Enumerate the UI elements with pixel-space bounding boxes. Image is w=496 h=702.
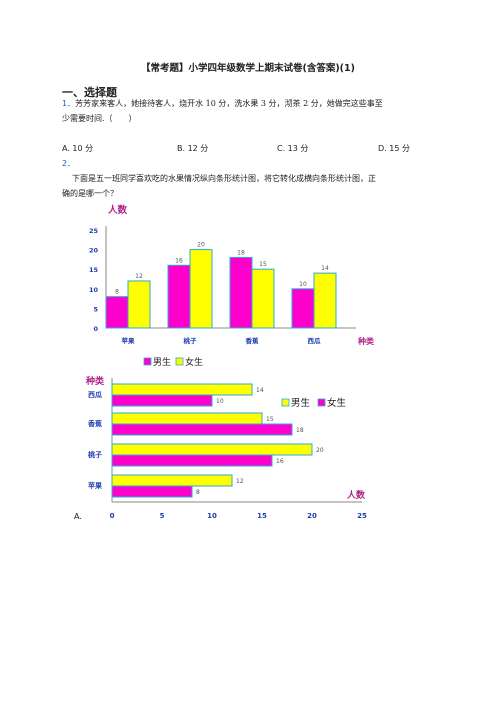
- bar-女生-西瓜: [111, 383, 253, 396]
- data-label: 12: [236, 478, 244, 485]
- y-category-label: 桃子: [88, 450, 102, 459]
- data-label: 10: [216, 398, 224, 405]
- data-label: 8: [196, 489, 200, 496]
- data-label: 16: [175, 257, 183, 264]
- legend-label: 男生: [291, 397, 311, 409]
- legend-label: 女生: [185, 356, 203, 368]
- y-category-label: 香蕉: [87, 419, 102, 428]
- option-d: D. 15 分: [378, 144, 410, 153]
- x-category-label: 桃子: [184, 336, 198, 345]
- y-category-label: 西瓜: [88, 391, 102, 399]
- x-tick-label: 25: [357, 512, 367, 520]
- data-label: 8: [115, 289, 119, 296]
- x-tick-label: 15: [257, 512, 267, 520]
- question-1-line2: 少需要时间.（ ）: [62, 114, 137, 123]
- question-1-line1: 芳芳家来客人，她接待客人，烧开水 10 分，洗水果 3 分，沏茶 2 分，她做完…: [75, 99, 383, 108]
- y-tick-label: 25: [89, 227, 99, 235]
- data-label: 14: [321, 265, 329, 272]
- legend-label: 女生: [327, 397, 347, 409]
- x-category-label: 香蕉: [246, 336, 260, 345]
- data-label: 18: [237, 249, 245, 256]
- y-tick-label: 0: [93, 325, 98, 333]
- legend-swatch-男生: [143, 357, 152, 366]
- y-tick-label: 15: [89, 266, 99, 274]
- bar-男生-西瓜: [111, 394, 213, 407]
- bar-女生-桃子: [189, 249, 213, 329]
- option-c: C. 13 分: [277, 144, 309, 153]
- option-a: A. 10 分: [62, 144, 94, 153]
- section-heading: 一、选择题: [62, 86, 117, 99]
- bar-女生-苹果: [127, 280, 151, 329]
- data-label: 10: [299, 281, 307, 288]
- legend-swatch-女生: [175, 357, 184, 366]
- x-category-label: 苹果: [122, 336, 136, 345]
- bar-男生-香蕉: [229, 256, 253, 329]
- x-category-label: 西瓜: [308, 337, 322, 345]
- question-2-line1: 下面是五一班同学喜欢吃的水果情况纵向条形统计图，将它转化成横向条形统计图，正: [72, 174, 376, 183]
- bar-女生-香蕉: [111, 412, 263, 425]
- option-b: B. 12 分: [177, 144, 209, 153]
- y-category-label: 苹果: [88, 481, 102, 490]
- y-tick-label: 20: [89, 247, 99, 255]
- bar-女生-桃子: [111, 443, 313, 456]
- question-1-number: 1．: [62, 99, 76, 108]
- bar-男生-苹果: [111, 485, 193, 498]
- x-axis-title: 种类: [357, 336, 374, 346]
- y-axis-title: 人数: [108, 204, 128, 216]
- bar-男生-桃子: [167, 264, 191, 329]
- bar-女生-香蕉: [251, 268, 275, 329]
- x-tick-label: 10: [207, 512, 217, 520]
- legend-swatch-0: [281, 398, 290, 407]
- x-tick-label: 0: [110, 512, 115, 520]
- y-axis-title: 种类: [85, 375, 105, 387]
- data-label: 15: [259, 261, 267, 268]
- question-1: 1．芳芳家来客人，她接待客人，烧开水 10 分，洗水果 3 分，沏茶 2 分，她…: [62, 96, 383, 111]
- data-label: 14: [256, 387, 264, 394]
- x-tick-label: 5: [160, 512, 165, 520]
- document-title: 【常考题】小学四年级数学上期末试卷(含答案)(1): [141, 63, 355, 74]
- bar-男生-桃子: [111, 454, 273, 467]
- y-tick-label: 10: [89, 286, 99, 294]
- bar-女生-西瓜: [313, 272, 337, 329]
- question-2-line2: 确的是哪一个？: [62, 189, 118, 198]
- legend-label: 男生: [153, 356, 171, 368]
- y-tick-label: 5: [93, 305, 98, 313]
- bar-男生-苹果: [105, 296, 129, 329]
- data-label: 20: [316, 447, 324, 454]
- bar-男生-香蕉: [111, 423, 293, 436]
- bar-女生-苹果: [111, 474, 233, 487]
- question-2-number: 2．: [62, 159, 76, 168]
- bar-男生-西瓜: [291, 288, 315, 329]
- data-label: 20: [197, 242, 205, 249]
- data-label: 12: [135, 273, 143, 280]
- x-tick-label: 20: [307, 512, 317, 520]
- data-label: 18: [296, 427, 304, 434]
- legend-swatch-1: [317, 398, 326, 407]
- question-2-option-a: A.: [74, 512, 82, 521]
- data-label: 15: [266, 416, 274, 423]
- x-axis-title: 人数: [346, 489, 366, 501]
- data-label: 16: [276, 458, 284, 465]
